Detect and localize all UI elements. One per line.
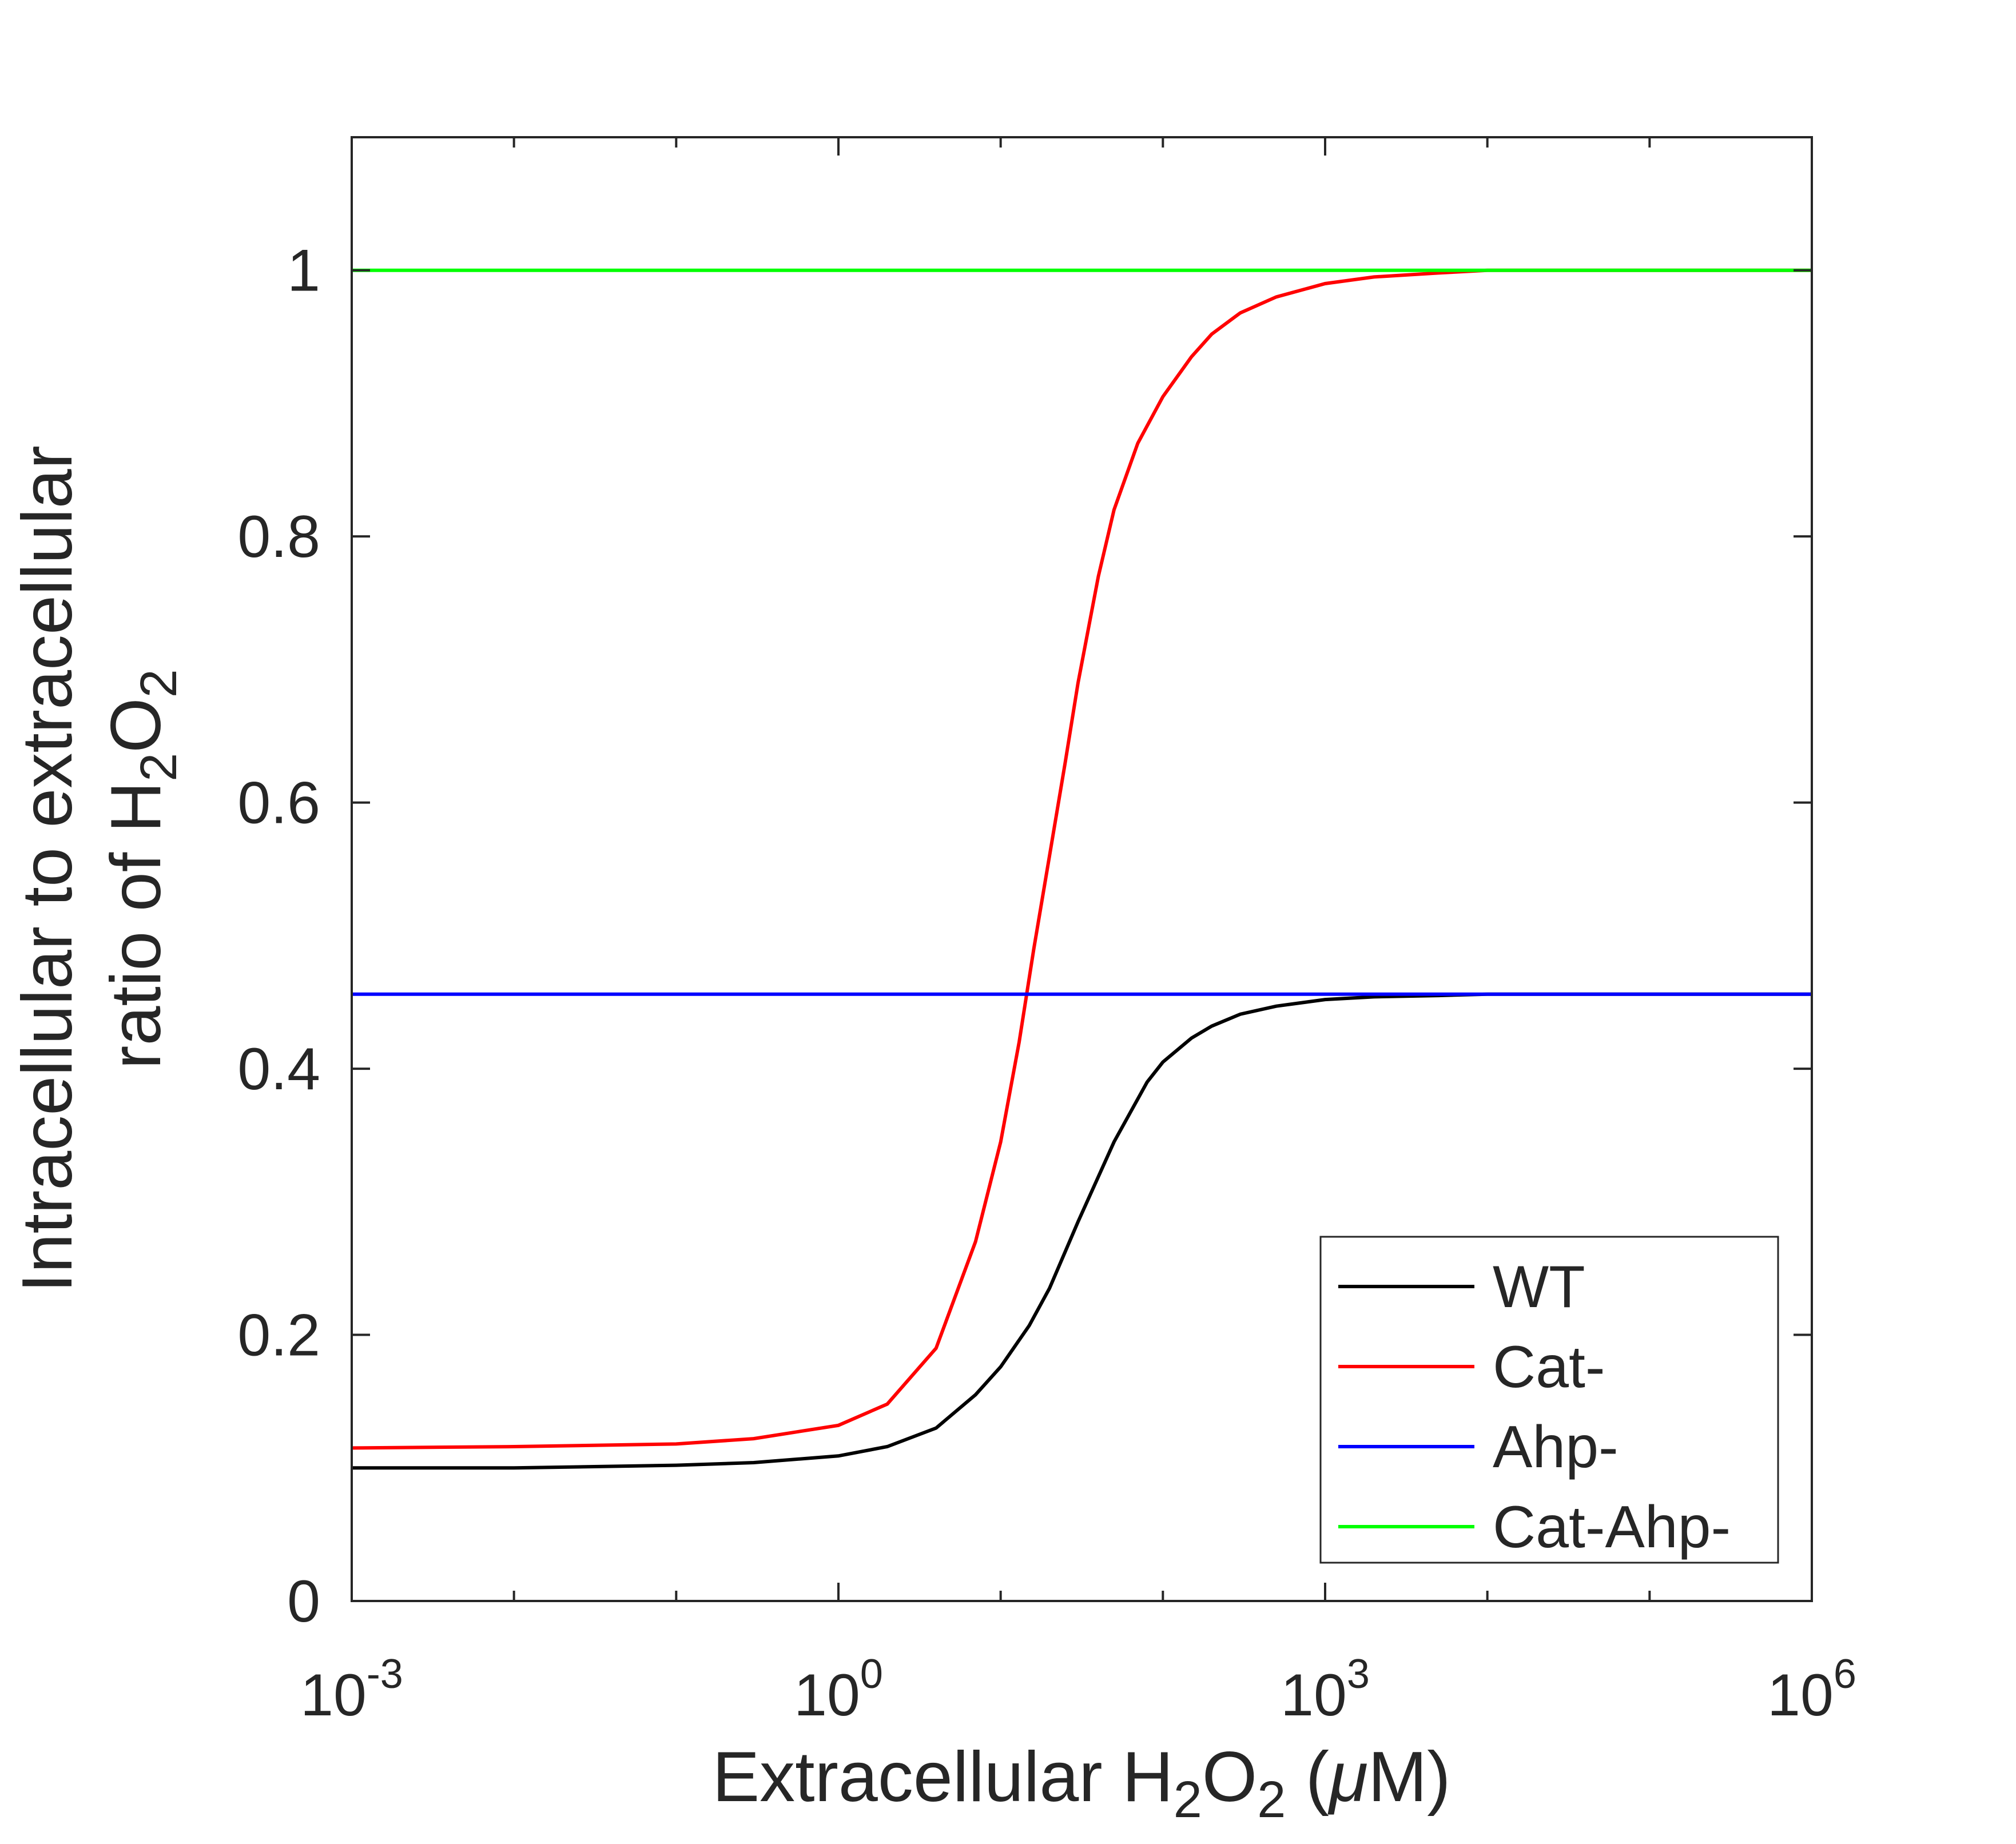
y-axis-label-line2: ratio of H2O2 bbox=[97, 669, 188, 1069]
y-tick-label: 0.2 bbox=[237, 1303, 320, 1369]
x-tick-label: 106 bbox=[1767, 1651, 1856, 1728]
y-tick-label: 0.8 bbox=[237, 504, 320, 570]
y-axis-label-line1: Intracellular to extracellular bbox=[8, 445, 87, 1293]
axes-box bbox=[351, 136, 1813, 1602]
legend-label: Cat-Ahp- bbox=[1493, 1494, 1731, 1560]
x-tick-label: 10-3 bbox=[300, 1651, 403, 1728]
series-line-1 bbox=[352, 992, 1812, 1470]
legend-label: WT bbox=[1493, 1254, 1585, 1320]
y-tick-label: 0.6 bbox=[237, 770, 320, 837]
x-axis-label: Extracellular H2O2 (μM) bbox=[712, 1738, 1450, 1829]
legend-box bbox=[1319, 1236, 1779, 1564]
x-tick-label: 100 bbox=[794, 1651, 883, 1728]
legend-label: Ahp- bbox=[1493, 1414, 1619, 1480]
y-tick-label: 0 bbox=[287, 1568, 320, 1635]
tick-layer: 10-3 100 103 106 0 0.2 0.4 0.6 0.8 1 bbox=[237, 137, 1856, 1728]
y-axis-label: Intracellular to extracellular ratio of … bbox=[8, 445, 188, 1293]
series-layer bbox=[351, 268, 1812, 1470]
x-tick-label: 103 bbox=[1281, 1651, 1370, 1728]
y-tick-label: 0.4 bbox=[237, 1036, 320, 1102]
legend-label: Cat- bbox=[1493, 1334, 1605, 1400]
series-line-2 bbox=[351, 268, 1812, 1450]
y-tick-label: 1 bbox=[287, 238, 320, 304]
